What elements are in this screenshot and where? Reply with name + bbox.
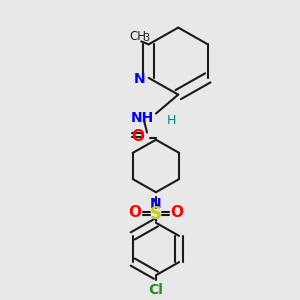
Text: 3: 3 [143, 33, 150, 43]
Text: NH: NH [131, 111, 154, 125]
Text: H: H [167, 114, 177, 127]
Text: O: O [170, 205, 183, 220]
Text: N: N [150, 196, 162, 211]
Text: O: O [131, 129, 144, 144]
Text: S: S [150, 205, 162, 223]
Text: Cl: Cl [148, 283, 164, 296]
Text: CH: CH [129, 30, 146, 43]
Text: O: O [129, 205, 142, 220]
Text: N: N [134, 72, 146, 86]
